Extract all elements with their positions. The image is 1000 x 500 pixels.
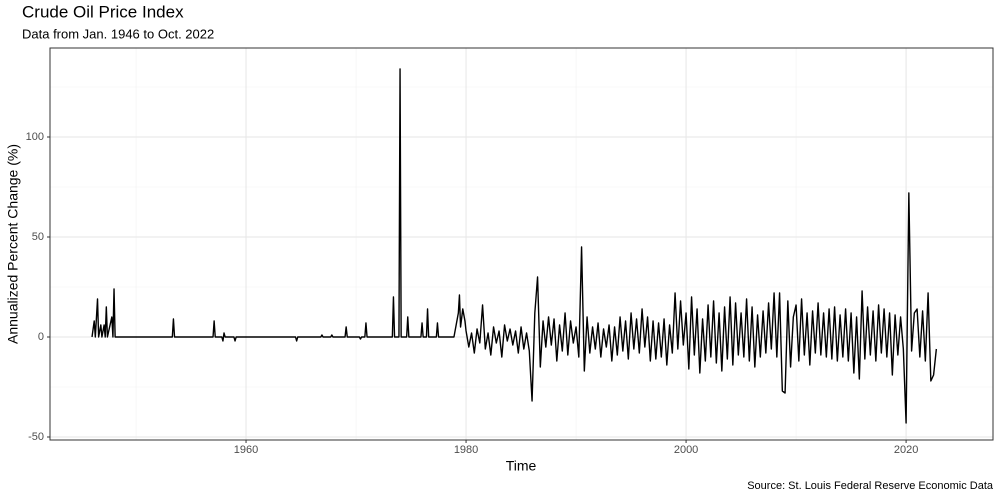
- plot-border: [49, 47, 994, 441]
- chart-subtitle: Data from Jan. 1946 to Oct. 2022: [22, 26, 214, 41]
- y-tick-label: 50: [32, 231, 44, 243]
- x-axis-title: Time: [506, 458, 537, 474]
- y-tick-label: -50: [28, 431, 44, 443]
- y-tick-label: 0: [38, 331, 44, 343]
- caption: Source: St. Louis Federal Reserve Econom…: [747, 480, 994, 492]
- x-tick-label: 2000: [674, 444, 698, 456]
- y-tick-label: 100: [26, 131, 44, 143]
- x-tick-label: 1960: [234, 444, 258, 456]
- y-axis-title: Annualized Percent Change (%): [5, 144, 21, 344]
- price-change-line: [91, 68, 938, 424]
- x-tick-label: 2020: [894, 444, 918, 456]
- chart-title: Crude Oil Price Index: [22, 2, 184, 21]
- x-tick-label: 1980: [454, 444, 478, 456]
